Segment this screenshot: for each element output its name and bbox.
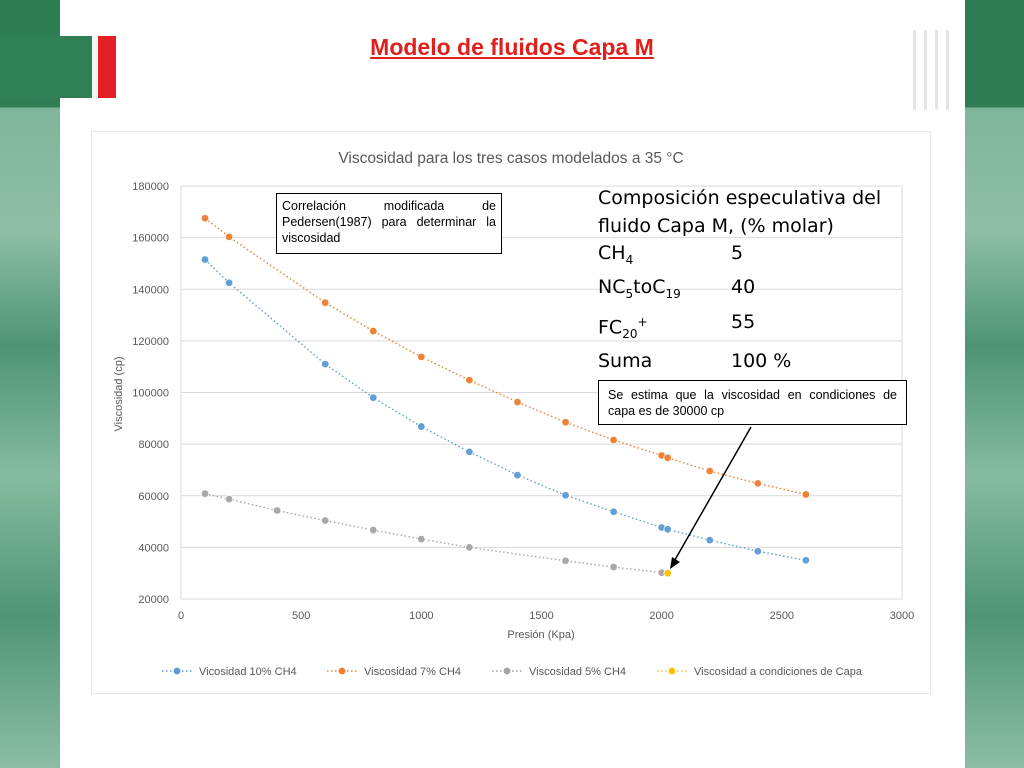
data-point xyxy=(609,507,618,516)
data-point xyxy=(417,352,426,362)
data-point xyxy=(705,535,714,545)
right-background-band xyxy=(965,0,1024,768)
y-tick-label: 140000 xyxy=(132,284,169,296)
series-group xyxy=(663,568,672,578)
series-group xyxy=(200,214,811,499)
viscosity-chart: Viscosidad para los tres casos modelados… xyxy=(113,150,914,678)
legend-label: Viscosidad 7% CH4 xyxy=(364,666,461,678)
legend-label: Vicosidad 10% CH4 xyxy=(199,666,297,678)
correlation-note-box: Correlación modificada de Pedersen(1987)… xyxy=(276,193,502,254)
composition-heading-line2: fluido Capa M, (% molar) xyxy=(598,214,834,237)
data-point xyxy=(465,543,474,552)
y-tick-label: 120000 xyxy=(132,336,169,348)
composition-label: FC20+ xyxy=(598,314,648,341)
chart-title: Viscosidad para los tres casos modelados… xyxy=(338,150,683,167)
data-point xyxy=(753,547,762,556)
legend-marker xyxy=(337,666,347,676)
legend-marker xyxy=(502,666,512,676)
data-point xyxy=(369,326,378,336)
slide-title: Modelo de fluidos Capa M xyxy=(370,34,654,60)
x-tick-label: 1500 xyxy=(529,610,553,622)
composition-value: 100 % xyxy=(731,350,792,373)
y-tick-label: 180000 xyxy=(132,181,169,193)
x-tick-label: 500 xyxy=(292,610,310,622)
pointer-arrow-head xyxy=(670,557,680,569)
data-point xyxy=(224,278,234,287)
decorative-lines xyxy=(905,30,957,110)
composition-label: Suma xyxy=(598,350,653,373)
composition-label: CH4 xyxy=(598,242,634,267)
data-point xyxy=(753,479,762,488)
y-tick-label: 20000 xyxy=(138,594,169,606)
data-point xyxy=(465,375,474,385)
data-point xyxy=(200,255,210,264)
data-point xyxy=(663,568,672,578)
data-point xyxy=(609,435,618,445)
data-point xyxy=(200,214,210,223)
data-point xyxy=(663,453,672,463)
y-tick-label: 160000 xyxy=(132,233,169,245)
legend-label: Viscosidad 5% CH4 xyxy=(529,666,626,678)
y-tick-label: 100000 xyxy=(132,388,169,400)
red-decoration-bar xyxy=(98,36,116,98)
data-point xyxy=(561,556,570,565)
estimate-note-box: Se estima que la viscosidad en condicion… xyxy=(598,380,907,425)
data-point xyxy=(465,447,474,457)
x-axis-label: Presión (Kpa) xyxy=(507,629,574,641)
series-line xyxy=(204,493,662,574)
data-point xyxy=(705,466,714,476)
chart-area: Viscosidad para los tres casos modelados… xyxy=(91,131,931,694)
composition-value: 55 xyxy=(731,310,756,333)
x-tick-label: 1000 xyxy=(409,610,433,622)
series-group xyxy=(200,489,666,577)
y-tick-label: 40000 xyxy=(138,542,169,554)
data-point xyxy=(320,298,330,307)
data-point xyxy=(417,534,426,544)
data-point xyxy=(224,232,234,242)
composition-heading-line1: Composición especulativa del xyxy=(598,187,882,209)
data-point xyxy=(417,422,426,431)
y-tick-label: 80000 xyxy=(138,439,169,451)
left-background-band xyxy=(0,0,60,768)
legend-marker xyxy=(667,666,677,676)
pointer-arrow-line xyxy=(671,426,752,566)
legend-marker xyxy=(172,666,182,676)
data-point xyxy=(272,506,282,515)
series-line xyxy=(204,217,807,496)
x-tick-label: 0 xyxy=(178,610,184,622)
data-point xyxy=(320,516,330,525)
legend-label: Viscosidad a condiciones de Capa xyxy=(694,666,863,678)
data-point xyxy=(513,470,522,480)
y-axis-label: Viscosidad (cp) xyxy=(113,357,125,432)
data-point xyxy=(369,393,378,402)
white-decoration-stripe xyxy=(92,36,98,98)
data-point xyxy=(369,525,378,535)
composition-row: NC5toC19 40 xyxy=(598,274,918,308)
x-tick-label: 3000 xyxy=(890,610,914,622)
data-point xyxy=(609,562,618,572)
x-tick-label: 2500 xyxy=(770,610,794,622)
composition-row: FC20+ 55 xyxy=(598,309,918,349)
x-tick-label: 2000 xyxy=(649,610,673,622)
data-point xyxy=(200,489,210,498)
series-line xyxy=(204,259,807,561)
green-decoration-bar xyxy=(0,36,92,98)
series-group xyxy=(200,255,811,565)
data-point xyxy=(801,490,811,499)
composition-label: NC5toC19 xyxy=(598,276,681,302)
data-point xyxy=(224,494,234,504)
composition-box: Composición especulativa del fluido Capa… xyxy=(598,185,918,376)
data-point xyxy=(561,491,570,500)
y-tick-label: 60000 xyxy=(138,491,169,503)
composition-value: 5 xyxy=(731,242,744,264)
composition-row: Suma 100 % xyxy=(598,348,918,376)
composition-row: CH4 5 xyxy=(598,240,918,274)
data-point xyxy=(513,397,522,407)
data-point xyxy=(801,556,811,565)
data-point xyxy=(561,417,570,427)
composition-value: 40 xyxy=(731,276,756,299)
data-point xyxy=(663,525,672,534)
data-point xyxy=(320,359,330,369)
